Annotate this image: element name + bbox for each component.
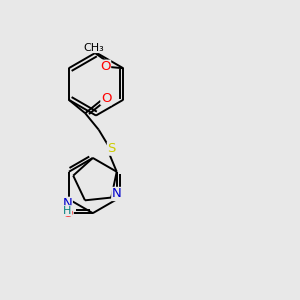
Text: N: N [62,197,72,210]
Text: O: O [63,207,73,220]
Text: CH₃: CH₃ [83,43,104,52]
Text: H: H [63,206,72,216]
Text: S: S [107,142,116,155]
Text: N: N [112,188,122,200]
Text: O: O [101,92,112,105]
Text: O: O [100,60,110,73]
